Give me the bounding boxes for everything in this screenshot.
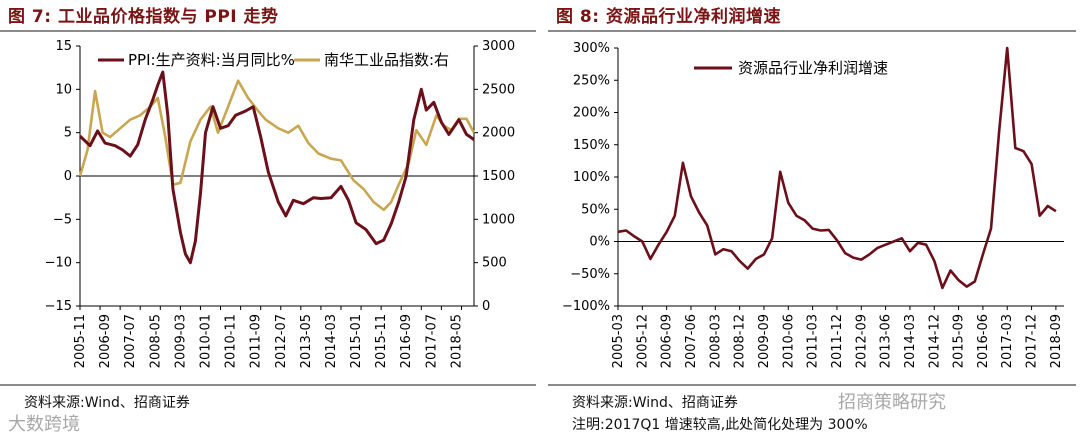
y-tick-label: 250% [573,73,610,88]
x-tick-label: 2015-09 [952,314,967,368]
x-tick-label: 2016-06 [976,314,991,368]
profit-series-line [617,46,1057,290]
x-tick-label: 2009-09 [757,314,772,368]
profit-growth-chart: 300% 250% 200% 150% 100% 50% 0% −50% −100%2005-0… [562,41,1064,368]
x-tick-label: 2005-03 [611,314,626,368]
x-tick-label: 2006-09 [98,314,113,368]
right-chart-panel: 图 8: 资源品行业净利润增速 300% 250% 200% 150% 100% 50% 0… [548,0,1080,440]
legend-label-profit: 资源品行业净利润增速 [738,59,888,77]
y-tick-label: 0% [589,235,610,250]
x-tick-label: 2014-12 [927,314,942,368]
x-tick-label: 2017-07 [424,314,439,368]
y-tick-label: 10 [55,82,72,97]
left-chart-panel: 图 7: 工业品价格指数与 PPI 走势 15 10 5 0 −5 −10 −15 3000 2… [0,7,536,435]
y-tick-label: −15 [45,299,72,314]
bottom-divider [548,384,1076,386]
source-note: 资料来源:Wind、招商证券 [572,395,738,411]
ppi-series-line [78,70,475,265]
x-tick-label: 2018-05 [449,314,464,368]
x-tick-label: 2011-03 [806,314,821,368]
x-tick-label: 2007-06 [684,314,699,368]
x-tick-label: 2012-09 [854,314,869,368]
x-tick-label: 2010-06 [781,314,796,368]
y2-tick-label: 3000 [482,39,515,54]
x-tick-label: 2010-01 [198,314,213,368]
x-tick-label: 2005-11 [73,314,88,368]
y-tick-label: 50% [581,202,610,217]
source-note: 资料来源:Wind、招商证券 [24,395,190,411]
y-tick-label: −50% [570,267,610,282]
x-tick-label: 2015-11 [374,314,389,368]
x-tick-label: 2011-12 [830,314,845,368]
y-tick-label: 0 [64,169,72,184]
watermark-logo: 招商策略研究 [838,392,946,413]
y-tick-label: −5 [53,212,72,227]
x-tick-label: 2011-09 [249,314,264,368]
y-tick-label: −100% [562,299,610,314]
legend-label-nanhua: 南华工业品指数:右 [324,51,449,69]
y2-tick-label: 500 [482,256,507,271]
x-tick-label: 2017-12 [1025,314,1040,368]
x-tick-label: 2006-09 [660,314,675,368]
nanhua-series-line [78,79,476,212]
x-tick-label: 2014-03 [903,314,918,368]
x-tick-label: 2014-03 [324,314,339,368]
x-tick-label: 2008-03 [708,314,723,368]
y2-tick-label: 1500 [482,169,515,184]
x-tick-label: 2009-03 [173,314,188,368]
title-divider [0,30,536,32]
x-tick-label: 2013-05 [299,314,314,368]
x-tick-label: 2010-11 [224,314,239,368]
legend-label-ppi: PPI:生产资料:当月同比% [128,51,295,69]
footnote: 注明:2017Q1 增速较高,此处简化处理为 300% [572,417,868,433]
x-tick-label: 2016-09 [399,314,414,368]
x-tick-label: 2008-05 [148,314,163,368]
y-tick-label: 300% [573,41,610,56]
x-tick-label: 2007-07 [123,314,138,368]
x-tick-label: 2013-06 [879,314,894,368]
y-tick-label: 100% [573,170,610,185]
title-divider [548,30,1076,32]
bottom-divider [0,384,536,386]
x-tick-label: 2015-01 [349,314,364,368]
ppi-chart: 15 10 5 0 −5 −10 −15 3000 2500 2000 1500 1000 500 0 20… [45,39,516,368]
y-tick-label: 200% [573,106,610,121]
x-tick-label: 2018-09 [1049,314,1064,368]
x-tick-label: 2005-12 [635,314,650,368]
x-tick-label: 2012-07 [274,314,289,368]
y-tick-label: 150% [573,138,610,153]
y2-tick-label: 0 [482,299,490,314]
y-tick-label: −10 [45,256,72,271]
watermark-logo: 大数跨境 [8,414,80,435]
x-tick-label: 2017-03 [1000,314,1015,368]
chart-title: 图 8: 资源品行业净利润增速 [556,7,781,27]
y2-tick-label: 2000 [482,126,515,141]
y2-tick-label: 2500 [482,82,515,97]
y-tick-label: 15 [55,39,72,54]
x-tick-label: 2008-12 [733,314,748,368]
chart-title: 图 7: 工业品价格指数与 PPI 走势 [8,7,279,27]
y-tick-label: 5 [64,126,72,141]
y2-tick-label: 1000 [482,212,515,227]
